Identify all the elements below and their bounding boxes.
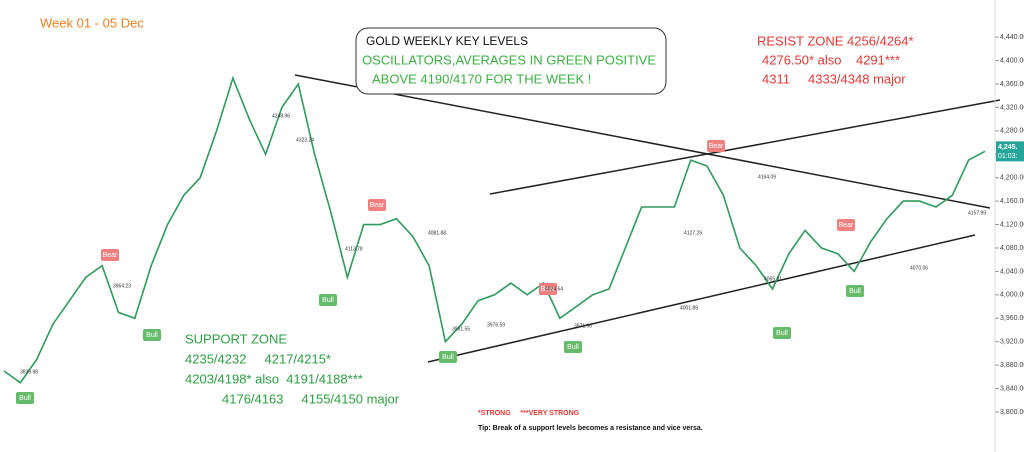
y-tick-label: 4,080.00	[1000, 245, 1024, 252]
y-tick-label: 4,320.00	[1000, 104, 1024, 111]
tip: Tip: Break of a support levels becomes a…	[478, 425, 703, 432]
price-label: 3976.59	[487, 322, 505, 328]
resist-line: 4311 4333/4348 major	[762, 71, 906, 86]
price-label: 4323.24	[296, 137, 314, 143]
signal-bg	[539, 283, 557, 295]
y-tick-label: 4,200.00	[1000, 175, 1024, 182]
price-badge-bg	[996, 141, 1024, 162]
signal-label: Bull	[849, 288, 861, 295]
signal-bg	[101, 249, 119, 261]
price-label: 4164.09	[758, 174, 776, 180]
price-label: 3971.96	[574, 323, 592, 329]
price-label: 3839.98	[20, 369, 38, 375]
trendline	[427, 234, 976, 363]
signal-bg	[439, 351, 457, 363]
y-tick-label: 4,000.00	[1000, 292, 1024, 299]
signal-bg	[143, 329, 161, 341]
price-label: 4001.89	[680, 305, 698, 311]
price-line	[3, 75, 986, 384]
legend-note: *STRONG ***VERY STRONG	[478, 410, 580, 417]
key-box-line: GOLD WEEKLY KEY LEVELS	[366, 34, 528, 48]
signal-label: Bear	[370, 202, 385, 209]
signal-bg	[773, 327, 791, 339]
signal-bg	[16, 392, 34, 404]
price-label: 4127.29	[684, 230, 702, 236]
price-label: 4070.06	[910, 265, 928, 271]
support-line: SUPPORT ZONE	[185, 331, 287, 346]
signal-bg	[564, 341, 582, 353]
signal-label: Bull	[567, 344, 579, 351]
resist-line: RESIST ZONE 4256/4264*	[757, 33, 914, 48]
price-label: 4248.96	[272, 113, 290, 119]
signal-label: Bull	[322, 297, 334, 304]
trendlines	[294, 74, 1001, 363]
price-badge: 4,245.	[998, 144, 1018, 151]
signal-bg	[707, 140, 725, 152]
signal-bg	[368, 199, 386, 211]
signal-label: Bear	[103, 252, 118, 259]
signal-label: Bear	[839, 222, 854, 229]
signal-label: Bear	[541, 286, 556, 293]
signal-label: Bull	[776, 330, 788, 337]
support-line: 4176/4163 4155/4150 major	[222, 391, 400, 406]
trendline	[294, 74, 991, 209]
signal-label: Bull	[19, 395, 31, 402]
y-tick-label: 3,840.00	[1000, 385, 1024, 392]
signal-bg	[837, 219, 855, 231]
y-tick-label: 4,120.00	[1000, 221, 1024, 228]
key-box	[355, 27, 667, 95]
price-label: 4024.64	[545, 286, 563, 292]
signal-label: Bull	[146, 332, 158, 339]
price-timer: 01:03:	[998, 153, 1018, 160]
signal-label: Bull	[442, 354, 454, 361]
price-label: 4113.78	[345, 246, 363, 252]
y-tick-label: 3,960.00	[1000, 315, 1024, 322]
resist-line: 4276.50* also 4291***	[762, 52, 900, 67]
support-line: 4235/4232 4217/4215*	[185, 351, 331, 366]
support-line: 4203/4198* also 4191/4188***	[185, 371, 363, 386]
y-tick-label: 4,040.00	[1000, 268, 1024, 275]
signal-bg	[846, 285, 864, 297]
y-tick-label: 4,160.00	[1000, 198, 1024, 205]
y-tick-label: 3,800.00	[1000, 409, 1024, 416]
price-label: 4157.99	[968, 210, 986, 216]
price-label: 3961.55	[452, 326, 470, 332]
price-label: 4065.31	[764, 276, 782, 282]
week-label: Week 01 - 05 Dec	[40, 15, 144, 30]
key-box-line: ABOVE 4190/4170 FOR THE WEEK !	[372, 71, 591, 86]
y-tick-label: 4,400.00	[1000, 57, 1024, 64]
key-box-line: OSCILLATORS,AVERAGES IN GREEN POSITIVE	[362, 52, 656, 67]
price-label: 4081.88	[428, 230, 446, 236]
y-tick-label: 3,920.00	[1000, 339, 1024, 346]
price-label: 3964.23	[113, 283, 131, 289]
y-tick-label: 4,360.00	[1000, 81, 1024, 88]
y-tick-label: 4,440.00	[1000, 34, 1024, 41]
trendline	[489, 99, 1001, 195]
signal-bg	[319, 294, 337, 306]
y-tick-label: 3,880.00	[1000, 362, 1024, 369]
signal-label: Bear	[709, 143, 724, 150]
y-tick-label: 4,280.00	[1000, 128, 1024, 135]
